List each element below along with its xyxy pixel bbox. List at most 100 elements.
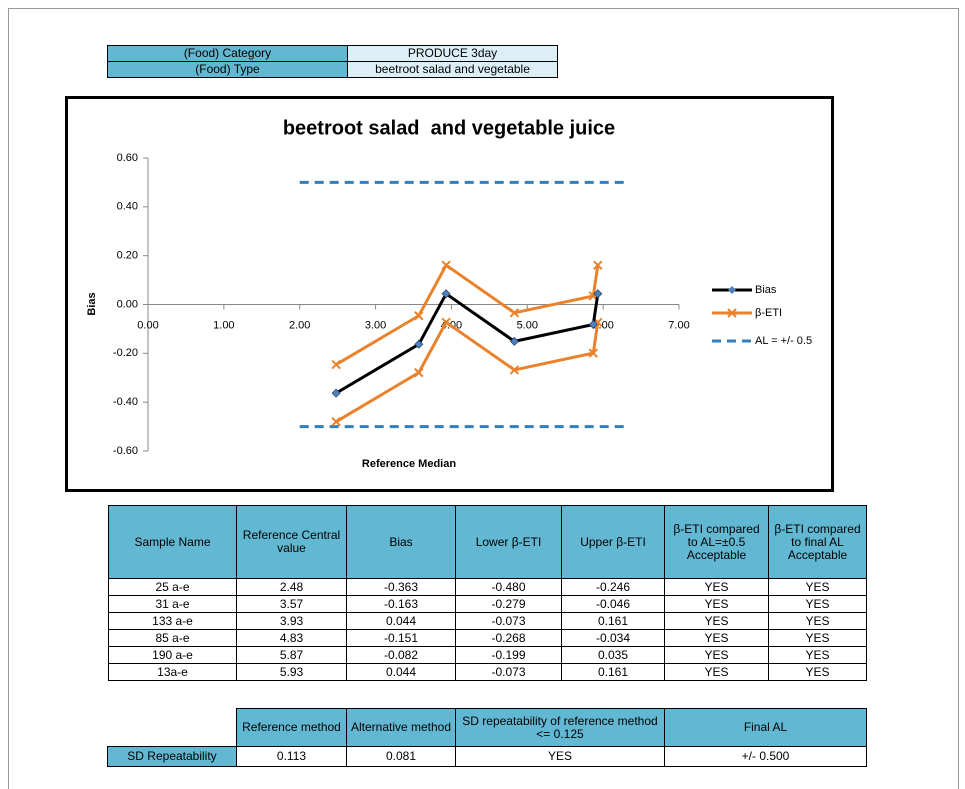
- legend-marker: [727, 308, 737, 318]
- row: 133 a-e 3.93 0.044 -0.073 0.161 YES YES: [108, 612, 867, 630]
- cell: 13a-e: [108, 663, 237, 681]
- eti-marker: [509, 365, 520, 375]
- results-table: Sample Name Reference Central value Bias Lo…: [108, 505, 867, 681]
- cell: -0.246: [561, 578, 665, 596]
- cell: -0.046: [561, 595, 665, 613]
- chart-title: beetroot salad and vegetable juice: [283, 117, 615, 139]
- cell: (Food) Type: [107, 61, 348, 78]
- cell: -0.034: [561, 629, 665, 647]
- eti-line: [335, 320, 600, 423]
- cell: Upper β-ETI: [561, 505, 665, 579]
- cell: -0.073: [455, 612, 562, 630]
- row: (Food) Type beetroot salad and vegetable: [107, 61, 558, 78]
- cell: 25 a-e: [108, 578, 237, 596]
- cell: 0.161: [561, 663, 665, 681]
- row: 190 a-e 5.87 -0.082 -0.199 0.035 YES YES: [108, 646, 867, 664]
- cell: YES: [664, 612, 769, 630]
- eti-marker: [441, 260, 451, 270]
- y-tick-label: 0.20: [117, 250, 138, 262]
- cell: 5.93: [236, 663, 347, 681]
- cell: -0.363: [346, 578, 456, 596]
- y-tick-label: 0.60: [117, 152, 138, 164]
- legend-label: Bias: [755, 284, 777, 296]
- row: Sample Name Reference Central value Bias Lo…: [108, 505, 867, 579]
- y-tick-label: -0.40: [113, 396, 138, 408]
- row: 85 a-e 4.83 -0.151 -0.268 -0.034 YES YES: [108, 629, 867, 647]
- cell: 0.035: [561, 646, 665, 664]
- row: 25 a-e 2.48 -0.363 -0.480 -0.246 YES YES: [108, 578, 867, 596]
- cell: YES: [768, 595, 867, 613]
- x-tick-label: 0.00: [137, 319, 158, 331]
- bias-marker: [414, 339, 424, 349]
- x-axis-label: Reference Median: [362, 458, 456, 470]
- eti-marker: [588, 348, 598, 358]
- cell: YES: [768, 663, 867, 681]
- legend-label: β-ETI: [755, 307, 782, 319]
- cell: 85 a-e: [108, 629, 237, 647]
- bias-marker: [441, 289, 451, 299]
- cell: -0.151: [346, 629, 456, 647]
- eti-marker: [593, 260, 603, 270]
- y-tick-label: 0.40: [117, 201, 138, 213]
- row: SD Repeatability 0.113 0.081 YES +/- 0.500: [107, 746, 867, 767]
- cell: YES: [664, 595, 769, 613]
- cell: 133 a-e: [108, 612, 237, 630]
- cell: YES: [664, 578, 769, 596]
- cell: 4.83: [236, 629, 347, 647]
- cell: 5.87: [236, 646, 347, 664]
- cell: Bias: [346, 505, 456, 579]
- cell: β-ETI compared to final AL Acceptable: [768, 505, 867, 579]
- bias-marker: [509, 336, 519, 346]
- eti-marker: [509, 308, 520, 318]
- repeatability-table: Reference method Alternative method SD rep…: [107, 708, 867, 767]
- cell: 3.57: [236, 595, 347, 613]
- cell: 0.113: [236, 746, 347, 767]
- x-tick-label: 1.00: [213, 319, 234, 331]
- bias-marker: [331, 388, 341, 398]
- bias-line: [335, 291, 600, 395]
- cell: 3.93: [236, 612, 347, 630]
- x-tick-label: 2.00: [289, 319, 310, 331]
- x-tick-label: 3.00: [365, 319, 386, 331]
- sheet-frame: [8, 8, 959, 789]
- cell: 0.044: [346, 612, 456, 630]
- cell: Final AL: [664, 708, 867, 747]
- row: (Food) Category PRODUCE 3day: [107, 45, 558, 62]
- row: 13a-e 5.93 0.044 -0.073 0.161 YES YES: [108, 663, 867, 681]
- cell: YES: [664, 646, 769, 664]
- cell: Reference method: [236, 708, 347, 747]
- cell: (Food) Category: [107, 45, 348, 62]
- cell: 31 a-e: [108, 595, 237, 613]
- cell: Sample Name: [108, 505, 237, 579]
- y-tick-label: -0.20: [113, 347, 138, 359]
- cell: Alternative method: [346, 708, 456, 747]
- cell: -0.480: [455, 578, 562, 596]
- chart: beetroot salad and vegetable juice Refer…: [65, 96, 834, 492]
- row: 31 a-e 3.57 -0.163 -0.279 -0.046 YES YES: [108, 595, 867, 613]
- eti-marker: [414, 311, 424, 321]
- bias-marker: [593, 289, 603, 299]
- cell: Lower β-ETI: [455, 505, 562, 579]
- cell: 0.044: [346, 663, 456, 681]
- x-tick-label: 5.00: [517, 319, 538, 331]
- legend-marker: [728, 286, 736, 294]
- y-axis-label: Bias: [86, 292, 98, 315]
- chart-border: [65, 96, 834, 492]
- cell: -0.082: [346, 646, 456, 664]
- legend-label: AL = +/- 0.5: [755, 335, 812, 347]
- cell: -0.073: [455, 663, 562, 681]
- cell: -0.268: [455, 629, 562, 647]
- cell: 190 a-e: [108, 646, 237, 664]
- row: Reference method Alternative method SD rep…: [108, 708, 867, 747]
- y-tick-label: -0.60: [113, 445, 138, 457]
- cell: -0.199: [455, 646, 562, 664]
- cell: beetroot salad and vegetable: [347, 61, 558, 78]
- cell: Reference Central value: [236, 505, 347, 579]
- eti-line: [335, 262, 600, 366]
- cell: 0.161: [561, 612, 665, 630]
- x-tick-label: 7.00: [668, 319, 689, 331]
- info-table: (Food) Category PRODUCE 3day (Food) Type be…: [107, 45, 558, 78]
- cell: YES: [455, 746, 665, 767]
- cell: +/- 0.500: [664, 746, 867, 767]
